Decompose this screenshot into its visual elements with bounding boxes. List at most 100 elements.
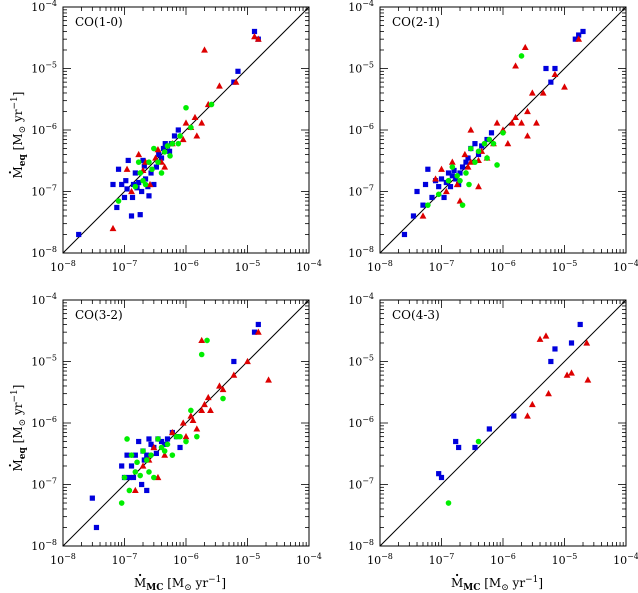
data-point-triangle [551,70,559,78]
data-point-circle [449,164,456,170]
y-axis-label-bottom: Meq [M⊙ yr−1] [10,385,28,472]
data-point-triangle [584,376,592,383]
data-point-triangle [524,132,531,139]
y-label-exp: −1 [10,389,20,402]
y-tick-label: 10−5 [31,354,57,369]
data-point-square [449,173,455,179]
data-point-triangle [475,183,482,190]
data-point-circle [198,351,205,358]
y-tick-label: 10−5 [31,61,57,76]
data-point-triangle [168,428,176,436]
data-point-square [141,163,147,169]
axis-ticks [379,300,626,547]
x-label-unit: [M [163,576,184,590]
data-point-circle [132,469,139,475]
data-point-square [139,188,145,195]
data-point-square [156,151,162,158]
y-tick-label: 10−4 [31,292,57,307]
data-point-triangle [204,393,212,401]
data-point-square [119,463,125,469]
data-point-triangle [123,165,131,172]
x-tick-label: 10−6 [173,259,199,274]
data-point-triangle [504,140,512,147]
panel-2: CO(2-1) 10−810−8 10−7 10−7 10−6 10−6 10−5 10−5 1… [348,0,638,274]
data-point-circle [175,140,182,147]
data-point-triangle [232,78,240,85]
dot-accent [139,573,142,577]
data-point-circle [148,452,154,458]
data-point-triangle [518,119,525,126]
dot-accent [8,464,12,467]
data-point-square [136,179,142,186]
data-point-triangle [512,113,519,121]
data-point-square [552,65,558,72]
data-point-triangle [198,119,206,126]
data-point-circle [140,448,146,454]
data-point-square [121,194,128,201]
x-tick-label: 10−5 [552,259,578,274]
data-point-circle [475,438,482,445]
x-label-yr: yr [509,576,526,590]
y-label-main: M [11,166,25,178]
data-point-square [472,444,478,451]
data-point-triangle [254,35,262,42]
data-point-circle [161,448,168,454]
data-point-square [453,176,459,182]
data-point-triangle [575,35,583,42]
data-point-square [572,36,578,42]
data-point-square [436,471,442,477]
x-label-yr: yr [192,576,209,590]
data-point-square [488,130,495,136]
data-point-triangle [109,224,117,232]
data-point-square [552,346,558,352]
panel-label: CO(3-2) [75,308,123,322]
data-point-square [438,474,445,481]
data-point-triangle [533,119,540,126]
data-point-square [166,148,173,154]
x-label-exp: −1 [525,575,538,585]
data-point-triangle [131,486,139,494]
data-point-triangle [154,146,162,153]
data-point-circle [435,191,442,198]
data-point-triangle [524,107,531,115]
data-point-triangle [265,376,272,383]
data-point-circle [445,177,452,184]
data-point-triangle [453,180,461,188]
data-point-square [137,212,143,218]
x-tick-label: 10−4 [296,552,322,567]
series-square [436,321,583,481]
data-point-circle [454,173,460,179]
y-label-sub: eq [18,153,28,166]
data-point-triangle [182,119,190,126]
data-point-square [153,164,159,170]
data-point-triangle [244,357,251,365]
data-point-square [151,181,157,188]
data-point-circle [518,53,525,59]
data-point-square [465,155,471,161]
data-point-square [142,176,149,182]
data-point-square [76,231,82,238]
data-point-circle [169,452,176,458]
series-circle [425,53,525,208]
y-tick-label: 10−6 [31,122,57,137]
data-point-circle [183,104,189,111]
one-to-one-line [62,6,310,254]
y-label-exp: −1 [10,96,20,109]
data-point-circle [468,145,474,152]
data-point-square [441,194,447,201]
x-label-main: M [134,576,146,590]
one-to-one-line [62,299,310,547]
x-label-sun: ⊙ [501,583,509,593]
data-point-square [177,444,183,451]
data-point-triangle [198,406,206,414]
data-point-triangle [251,33,258,40]
data-point-circle [481,140,488,147]
data-point-square [548,79,554,85]
data-point-square [436,184,442,190]
data-point-triangle [536,335,544,342]
data-point-circle [134,459,140,466]
data-point-triangle [207,406,214,414]
x-tick-label: 10−7 [429,552,455,567]
data-point-triangle [456,197,464,204]
x-tick-label: 10−4 [613,259,638,274]
